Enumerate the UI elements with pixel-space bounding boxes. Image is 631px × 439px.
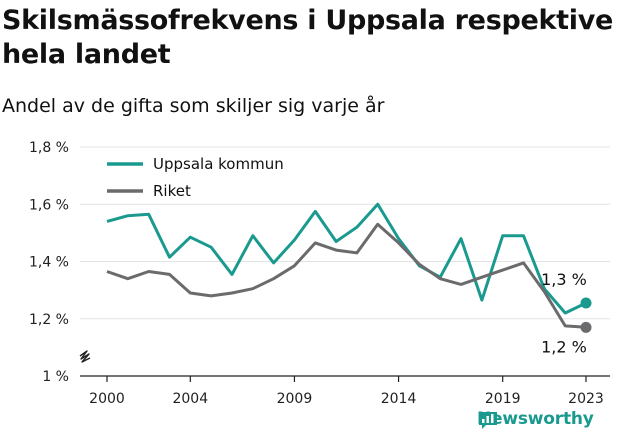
chart-subtitle: Andel av de gifta som skiljer sig varje … bbox=[2, 95, 385, 117]
y-tick-label: 1,4 % bbox=[29, 255, 69, 271]
series-line-uppsala bbox=[106, 202, 587, 315]
end-value-label: 1,2 % bbox=[541, 337, 587, 356]
legend: Uppsala kommun Riket bbox=[107, 155, 284, 200]
newsworthy-logo-icon bbox=[479, 412, 497, 429]
y-tick-label: 1,2 % bbox=[29, 312, 69, 328]
end-point-marker bbox=[580, 297, 592, 309]
brand-name: Newsworthy bbox=[477, 409, 594, 429]
series-line-riket bbox=[106, 222, 587, 329]
x-tick-label: 2014 bbox=[381, 391, 417, 407]
newsworthy-logo: Newsworthy bbox=[477, 409, 594, 429]
gridlines bbox=[80, 146, 610, 320]
x-tick-label: 2009 bbox=[277, 391, 313, 407]
y-tick-label: 1,8 % bbox=[29, 140, 69, 156]
x-axis: 2000 2004 2009 2014 2019 2023 bbox=[80, 375, 610, 407]
x-tick-label: 2023 bbox=[568, 391, 604, 407]
series-lines: 1,3 % 1,2 % bbox=[106, 202, 592, 356]
y-tick-label: 1 % bbox=[42, 369, 69, 385]
x-tick-label: 2000 bbox=[89, 391, 125, 407]
y-axis-ticks: 1 % 1,2 % 1,4 % 1,6 % 1,8 % bbox=[29, 140, 91, 385]
y-tick-label: 1,6 % bbox=[29, 197, 69, 213]
x-tick-label: 2004 bbox=[172, 391, 208, 407]
axis-break-icon bbox=[79, 350, 91, 363]
end-value-label: 1,3 % bbox=[541, 270, 587, 289]
chart-title: Skilsmässofrekvens i Uppsala respektive … bbox=[2, 5, 614, 70]
legend-label: Riket bbox=[153, 182, 191, 200]
end-point-marker bbox=[580, 321, 592, 333]
x-tick-label: 2019 bbox=[485, 391, 521, 407]
legend-label: Uppsala kommun bbox=[153, 155, 284, 173]
